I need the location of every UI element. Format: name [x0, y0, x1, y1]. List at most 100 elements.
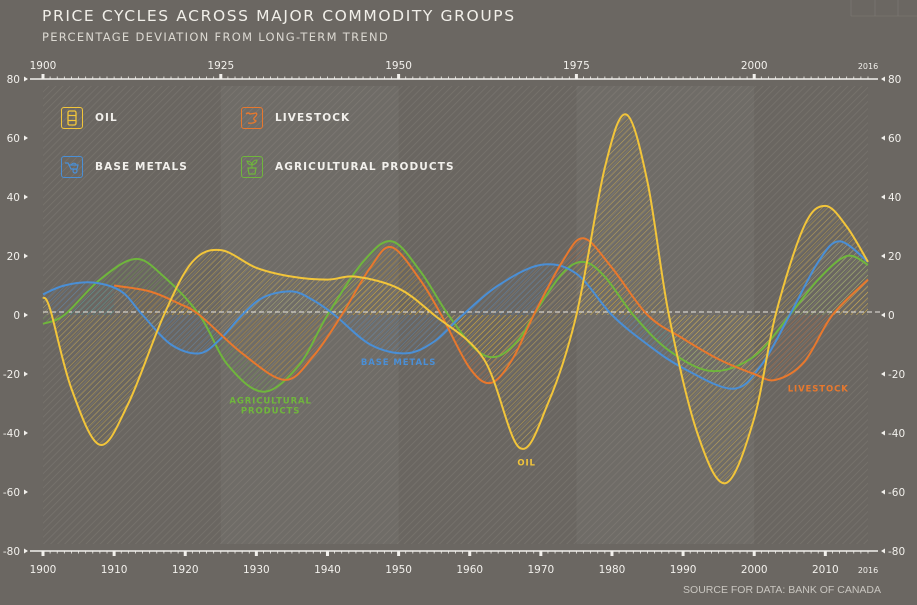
major-tick-bottom — [254, 551, 258, 556]
plant-pot-icon — [241, 156, 263, 178]
annotation-oil: OIL — [517, 458, 536, 468]
x-tick-label-top: 1900 — [30, 60, 57, 72]
annotation-livestock: LIVESTOCK — [788, 385, 849, 395]
x-tick-label-bottom: 1910 — [101, 564, 128, 576]
livestock-icon — [241, 107, 263, 129]
line-oil — [42, 113, 869, 485]
major-tick-top — [219, 74, 223, 79]
major-tick-bottom — [41, 551, 45, 556]
y-tick-marker-left — [24, 371, 28, 377]
major-tick-bottom — [681, 551, 685, 556]
wheelbarrow-icon — [61, 156, 83, 178]
y-tick-label-left: 80 — [7, 74, 20, 86]
y-tick-marker-left — [24, 312, 28, 318]
x-tick-label-bottom: 1940 — [314, 564, 341, 576]
legend-item-livestock: LIVESTOCK — [241, 107, 350, 129]
y-tick-label-right: 20 — [888, 251, 901, 263]
y-tick-marker-right — [881, 489, 885, 495]
annotation-agricultural: AGRICULTURAL — [229, 397, 311, 407]
line-metals — [42, 240, 869, 390]
y-tick-label-left: 20 — [7, 251, 20, 263]
x-tick-label-bottom: 1990 — [670, 564, 697, 576]
annotation-agricultural-line2: PRODUCTS — [241, 407, 300, 417]
y-tick-label-left: -40 — [3, 428, 20, 440]
x-end-label-bottom: 2016 — [858, 566, 878, 575]
x-tick-label-bottom: 1950 — [385, 564, 412, 576]
y-tick-label-right: 60 — [888, 133, 901, 145]
y-tick-label-right: -20 — [888, 369, 905, 381]
major-tick-bottom — [397, 551, 401, 556]
y-tick-marker-right — [881, 548, 885, 554]
legend-label-livestock: LIVESTOCK — [275, 112, 351, 124]
legend-label-base-metals: BASE METALS — [95, 161, 188, 173]
fill-livestock — [114, 238, 869, 384]
x-tick-label-top: 2000 — [741, 60, 768, 72]
major-tick-bottom — [752, 551, 756, 556]
annotation-metals: BASE METALS — [361, 358, 436, 368]
y-tick-label-right: 40 — [888, 192, 901, 204]
fill-oil — [43, 114, 868, 484]
y-tick-label-left: -60 — [3, 487, 20, 499]
major-tick-bottom — [823, 551, 827, 556]
chart-subtitle: PERCENTAGE DEVIATION FROM LONG-TERM TREN… — [42, 30, 390, 44]
y-tick-marker-left — [24, 489, 28, 495]
x-tick-label-bottom: 2000 — [741, 564, 768, 576]
y-tick-marker-right — [881, 371, 885, 377]
oil-barrel-icon — [61, 107, 83, 129]
x-end-label-top: 2016 — [858, 62, 878, 71]
x-tick-label-bottom: 1930 — [243, 564, 270, 576]
legend-label-agricultural: AGRICULTURAL PRODUCTS — [275, 161, 455, 173]
y-tick-marker-right — [881, 253, 885, 259]
y-tick-marker-left — [24, 194, 28, 200]
x-tick-label-bottom: 1970 — [527, 564, 554, 576]
x-tick-label-top: 1975 — [563, 60, 590, 72]
y-tick-marker-right — [881, 312, 885, 318]
y-tick-label-left: -80 — [3, 546, 20, 558]
legend-item-oil: OIL — [61, 107, 118, 129]
source-note: SOURCE FOR DATA: BANK OF CANADA — [683, 584, 881, 596]
major-tick-bottom — [468, 551, 472, 556]
major-tick-top — [752, 74, 756, 79]
major-tick-top — [574, 74, 578, 79]
y-tick-label-left: 40 — [7, 192, 20, 204]
major-tick-bottom — [325, 551, 329, 556]
y-tick-label-right: 0 — [888, 310, 895, 322]
line-livestock — [113, 237, 869, 385]
series-lines — [42, 113, 869, 485]
y-tick-marker-left — [24, 135, 28, 141]
x-tick-label-bottom: 1920 — [172, 564, 199, 576]
major-tick-bottom — [539, 551, 543, 556]
legend-item-base-metals: BASE METALS — [61, 156, 188, 178]
major-tick-top — [397, 74, 401, 79]
y-tick-marker-right — [881, 194, 885, 200]
x-tick-label-bottom: 2010 — [812, 564, 839, 576]
chart-title: PRICE CYCLES ACROSS MAJOR COMMODITY GROU… — [42, 7, 516, 25]
x-tick-label-bottom: 1900 — [30, 564, 57, 576]
y-tick-marker-left — [24, 76, 28, 82]
y-tick-marker-left — [24, 430, 28, 436]
y-tick-marker-right — [881, 76, 885, 82]
legend-item-agricultural: AGRICULTURAL PRODUCTS — [241, 156, 455, 178]
y-tick-label-right: -40 — [888, 428, 905, 440]
y-tick-label-right: -80 — [888, 546, 905, 558]
y-tick-label-left: 0 — [13, 310, 20, 322]
legend-label-oil: OIL — [95, 112, 118, 124]
series-fills — [43, 114, 869, 484]
y-tick-label-right: -60 — [888, 487, 905, 499]
major-tick-top — [41, 74, 45, 79]
y-tick-marker-left — [24, 548, 28, 554]
y-tick-marker-right — [881, 430, 885, 436]
major-tick-bottom — [112, 551, 116, 556]
decorative-grid — [850, 0, 917, 17]
y-tick-marker-right — [881, 135, 885, 141]
major-tick-bottom — [610, 551, 614, 556]
y-tick-label-right: 80 — [888, 74, 901, 86]
major-tick-bottom — [183, 551, 187, 556]
y-tick-marker-left — [24, 253, 28, 259]
x-tick-label-top: 1925 — [207, 60, 234, 72]
y-tick-label-left: 60 — [7, 133, 20, 145]
